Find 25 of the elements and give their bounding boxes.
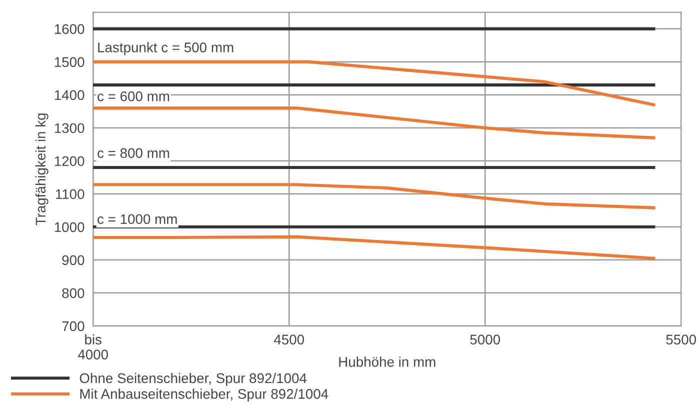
legend-label: Ohne Seitenschieber, Spur 892/1004	[80, 372, 307, 386]
x-axis-title: Hubhöhe in mm	[339, 356, 436, 367]
line-series	[93, 106, 656, 140]
y-tick-label: 700	[62, 321, 84, 332]
line-series	[93, 235, 656, 260]
x-tick-label: 5500	[666, 334, 696, 344]
y-tick-label: 800	[62, 288, 84, 298]
legend-label: Mit Anbauseitenschieber, Spur 892/1004	[80, 388, 328, 402]
annotation: c = 800 mm	[98, 148, 170, 158]
x-tick-label: bis 4000	[78, 334, 108, 360]
y-tick-label: 1500	[54, 57, 84, 67]
y-tick-label: 1300	[54, 123, 84, 134]
x-tick-label: 5000	[470, 334, 500, 344]
x-tick-label: 4500	[274, 334, 304, 344]
y-tick-label: 1200	[54, 156, 84, 166]
y-tick-label: 900	[62, 255, 84, 266]
line-series	[93, 183, 656, 210]
annotation: c = 1000 mm	[98, 214, 177, 224]
y-tick-label: 1000	[54, 222, 84, 232]
y-tick-label: 1400	[54, 90, 84, 100]
y-axis-title: Tragfähigkeit in kg	[35, 114, 48, 226]
annotation: Lastpunkt c = 500 mm	[98, 42, 234, 56]
annotation: c = 600 mm	[98, 91, 170, 102]
y-tick-label: 1600	[54, 24, 84, 34]
y-tick-label: 1100	[56, 189, 84, 200]
